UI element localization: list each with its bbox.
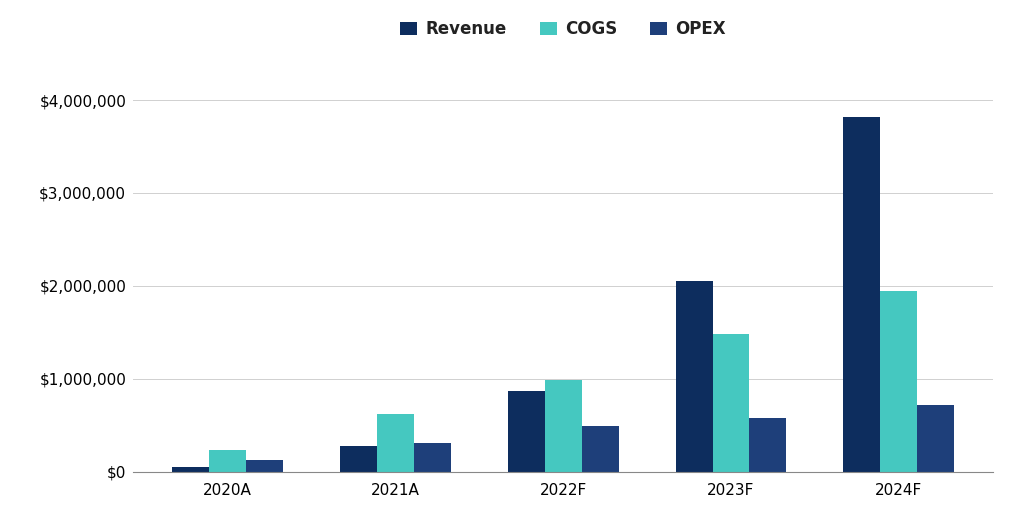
Bar: [340, 445, 377, 472]
Bar: [172, 467, 209, 472]
Bar: [246, 460, 283, 472]
Legend: Revenue, COGS, OPEX: Revenue, COGS, OPEX: [400, 20, 726, 38]
Bar: [713, 334, 750, 472]
Bar: [209, 450, 246, 472]
Bar: [414, 443, 451, 472]
Bar: [508, 391, 545, 472]
Bar: [676, 281, 713, 472]
Bar: [750, 418, 786, 472]
Bar: [545, 379, 582, 472]
Bar: [582, 426, 618, 472]
Bar: [844, 117, 881, 472]
Bar: [377, 414, 414, 472]
Bar: [881, 291, 918, 472]
Bar: [918, 405, 954, 472]
